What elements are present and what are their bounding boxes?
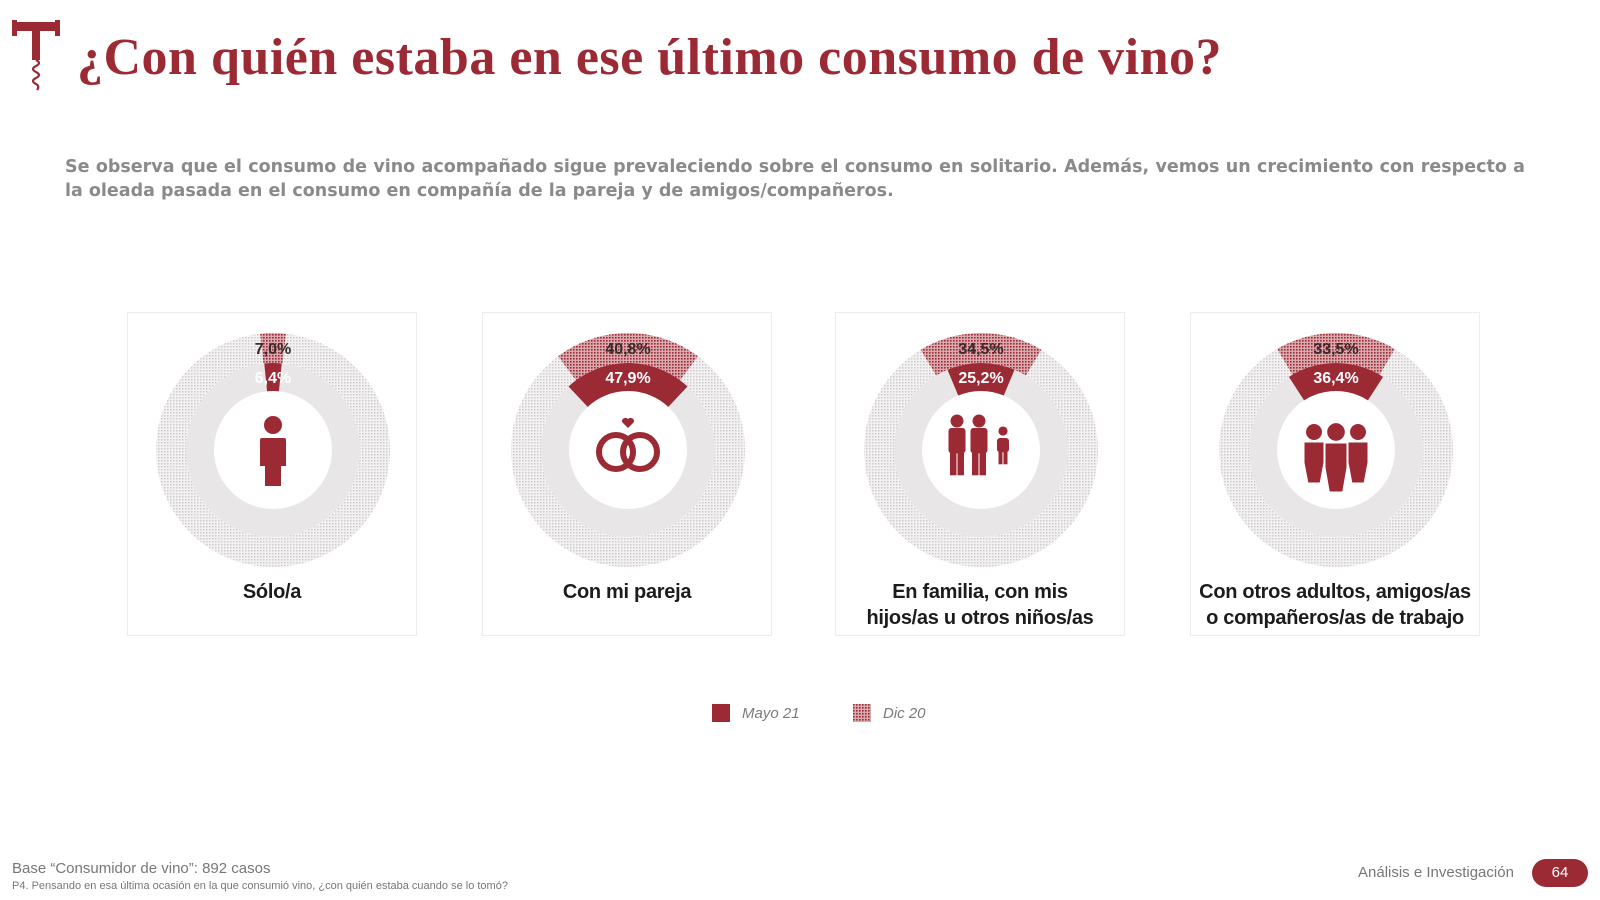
value-label-mayo-21: 25,2% xyxy=(958,370,1003,387)
category-label: Con otros adultos, amigos/as o compañeros… xyxy=(1199,581,1471,629)
inner-ring-track xyxy=(541,363,715,537)
chart-card: 34,5% 25,2% En familia, con mis hijos/as u … xyxy=(835,312,1125,636)
value-label-dic-20: 33,5% xyxy=(1313,341,1358,358)
legend-label-dic: Dic 20 xyxy=(883,704,926,722)
donut-chart: 34,5% 25,2% xyxy=(864,333,1098,567)
value-label-dic-20: 40,8% xyxy=(605,341,650,358)
arc-mayo-21 xyxy=(568,363,688,407)
corkscrew-icon xyxy=(12,20,60,91)
arc-mayo-21 xyxy=(947,363,1015,396)
donut-chart: 40,8% 47,9% xyxy=(511,333,745,567)
chart-card: 40,8% 47,9% Con mi pareja xyxy=(482,312,772,636)
legend-swatch-dic xyxy=(853,704,871,722)
legend-swatch-mayo xyxy=(712,704,730,722)
value-label-mayo-21: 47,9% xyxy=(605,370,650,387)
person-icon xyxy=(260,416,286,486)
intro-text: Se observa que el consumo de vino acompa… xyxy=(65,157,1525,201)
footer-brand: Análisis e Investigación xyxy=(1358,864,1514,881)
arc-dic-20 xyxy=(558,333,698,381)
value-label-dic-20: 34,5% xyxy=(958,341,1003,358)
arc-dic-20 xyxy=(260,333,286,364)
legend-item-dic: Dic 20 xyxy=(853,702,926,724)
value-label-mayo-21: 36,4% xyxy=(1313,370,1358,387)
inner-ring-track xyxy=(1249,363,1423,537)
chart-card: 7,0% 6,4% Sólo/a xyxy=(127,312,417,636)
family-icon xyxy=(948,414,1009,476)
chart-card: 33,5% 36,4% Con otros adultos, amigos/as o … xyxy=(1190,312,1480,636)
footer-question: P4. Pensando en esa última ocasión en la… xyxy=(12,880,508,892)
arc-mayo-21 xyxy=(264,363,282,392)
page-title: ¿Con quién estaba en ese último consumo … xyxy=(77,29,1222,86)
category-label: En familia, con mis hijos/as u otros niño… xyxy=(866,581,1094,629)
wedding-rings-icon xyxy=(596,417,660,472)
inner-ring-track xyxy=(186,363,360,537)
group-icon xyxy=(1304,423,1368,492)
value-label-dic-20: 7,0% xyxy=(255,341,291,358)
category-label: Sólo/a xyxy=(242,581,302,603)
donut-chart: 33,5% 36,4% xyxy=(1219,333,1453,567)
chart-legend: Mayo 21 Dic 20 xyxy=(0,702,1600,724)
legend-label-mayo: Mayo 21 xyxy=(742,704,800,722)
value-label-mayo-21: 6,4% xyxy=(255,370,291,387)
arc-mayo-21 xyxy=(1288,363,1384,401)
arc-dic-20 xyxy=(920,333,1042,376)
inner-ring-track xyxy=(894,363,1068,537)
category-label: Con mi pareja xyxy=(562,581,692,603)
donut-chart: 7,0% 6,4% xyxy=(156,333,390,567)
footer-base: Base “Consumidor de vino”: 892 casos xyxy=(12,860,271,877)
page-number: 64 xyxy=(1532,859,1588,887)
legend-item-mayo: Mayo 21 xyxy=(712,702,800,724)
arc-dic-20 xyxy=(1277,333,1395,375)
